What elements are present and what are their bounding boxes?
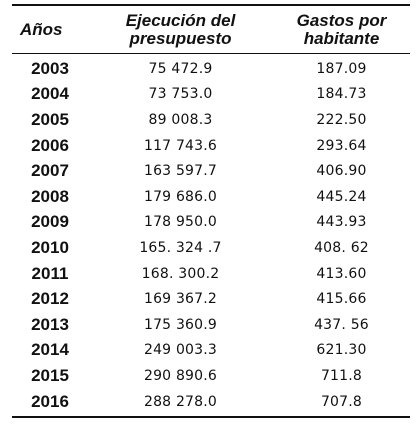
table-row: 2008 179 686.0 445.24 <box>12 184 410 210</box>
budget-cell: 169 367.2 <box>143 291 218 308</box>
per-capita-cell: 413.60 <box>316 265 367 282</box>
year-cell: 2004 <box>31 84 69 104</box>
table-header: Años Ejecución del presupuesto Gastos po… <box>12 6 410 53</box>
year-cell: 2005 <box>31 109 69 129</box>
budget-cell: 89 008.3 <box>148 111 213 128</box>
year-cell: 2007 <box>31 161 69 181</box>
header-per-capita: Gastos por habitante <box>296 10 387 48</box>
budget-cell: 163 597.7 <box>143 163 218 180</box>
year-cell: 2013 <box>31 314 69 334</box>
per-capita-cell: 187.09 <box>316 60 367 77</box>
per-capita-cell: 184.73 <box>316 86 367 103</box>
table-row: 2015 290 890.6 711.8 <box>12 363 410 389</box>
per-capita-cell: 443.93 <box>316 214 367 231</box>
table-row: 2014 249 003.3 621.30 <box>12 338 410 364</box>
year-cell: 2012 <box>31 289 69 309</box>
table-row: 2011 168. 300.2 413.60 <box>12 261 410 287</box>
budget-cell: 178 950.0 <box>143 214 218 231</box>
budget-cell: 75 472.9 <box>148 60 213 77</box>
table-row: 2016 288 278.0 707.8 <box>12 389 410 415</box>
budget-cell: 288 278.0 <box>143 393 218 410</box>
year-cell: 2011 <box>31 263 69 283</box>
table-row: 2004 73 753.0 184.73 <box>12 82 410 108</box>
table-top-rule <box>12 4 410 6</box>
header-year: Años <box>20 19 63 39</box>
per-capita-cell: 408. 62 <box>314 239 369 256</box>
budget-cell: 168. 300.2 <box>141 265 220 282</box>
year-cell: 2014 <box>31 340 69 360</box>
budget-cell: 117 743.6 <box>143 137 218 154</box>
table-row: 2009 178 950.0 443.93 <box>12 210 410 236</box>
table-bottom-rule <box>12 416 410 419</box>
per-capita-cell: 222.50 <box>316 111 367 128</box>
per-capita-cell: 445.24 <box>316 188 367 205</box>
per-capita-cell: 711.8 <box>320 367 363 384</box>
year-cell: 2016 <box>31 391 69 411</box>
budget-table: Años Ejecución del presupuesto Gastos po… <box>12 4 410 419</box>
table-row: 2005 89 008.3 222.50 <box>12 107 410 133</box>
table-row: 2003 75 472.9 187.09 <box>12 56 410 82</box>
per-capita-cell: 707.8 <box>320 393 363 410</box>
table-header-rule <box>12 53 410 54</box>
year-cell: 2009 <box>31 212 69 232</box>
per-capita-cell: 621.30 <box>316 342 367 359</box>
budget-cell: 73 753.0 <box>148 86 213 103</box>
year-cell: 2003 <box>31 58 69 78</box>
budget-cell: 290 890.6 <box>143 367 218 384</box>
table-body: 2003 75 472.9 187.09 2004 73 753.0 184.73 2005… <box>12 54 410 416</box>
budget-cell: 175 360.9 <box>143 316 218 333</box>
year-cell: 2006 <box>31 135 69 155</box>
header-budget: Ejecución del presupuesto <box>125 10 236 48</box>
table-row: 2007 163 597.7 406.90 <box>12 158 410 184</box>
table-row: 2006 117 743.6 293.64 <box>12 133 410 159</box>
budget-cell: 165. 324 .7 <box>139 239 222 256</box>
budget-cell: 179 686.0 <box>143 188 218 205</box>
year-cell: 2010 <box>31 237 69 257</box>
per-capita-cell: 293.64 <box>316 137 367 154</box>
per-capita-cell: 406.90 <box>316 163 367 180</box>
per-capita-cell: 437. 56 <box>314 316 369 333</box>
year-cell: 2015 <box>31 365 69 385</box>
per-capita-cell: 415.66 <box>316 291 367 308</box>
budget-cell: 249 003.3 <box>143 342 218 359</box>
year-cell: 2008 <box>31 186 69 206</box>
table-row: 2012 169 367.2 415.66 <box>12 286 410 312</box>
table-row: 2013 175 360.9 437. 56 <box>12 312 410 338</box>
table-row: 2010 165. 324 .7 408. 62 <box>12 235 410 261</box>
